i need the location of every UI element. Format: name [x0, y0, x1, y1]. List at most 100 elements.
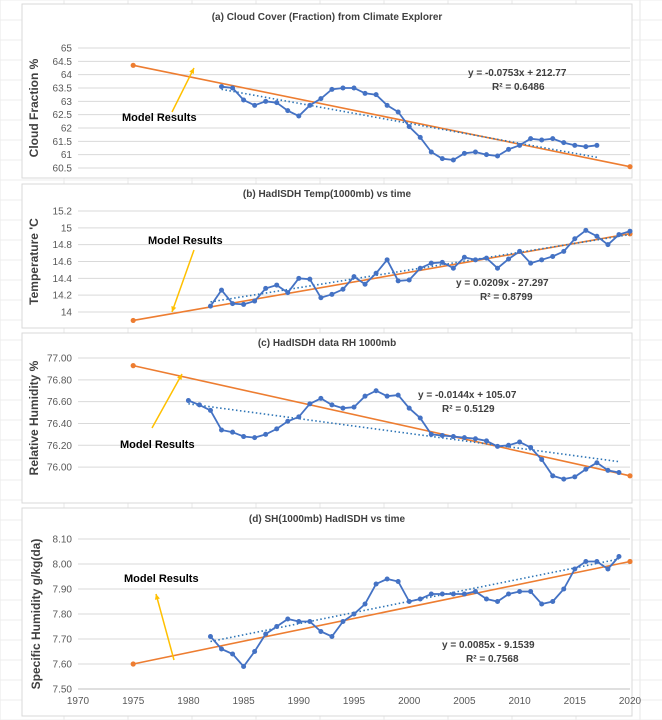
observed-point: [395, 579, 401, 584]
observed-point: [274, 624, 280, 629]
callout-arrow: [171, 249, 195, 313]
observed-point: [506, 256, 512, 262]
y-tick-label: 64: [61, 70, 73, 81]
observed-point: [506, 442, 512, 448]
observed-point: [616, 554, 622, 559]
model-results-label: Model Results: [148, 235, 223, 247]
observed-point: [483, 438, 489, 444]
y-tick-label: 62: [61, 124, 73, 135]
observed-point: [539, 257, 545, 263]
observed-point: [329, 291, 335, 297]
observed-point: [517, 142, 523, 148]
callout-arrowhead: [154, 594, 160, 600]
observed-point: [450, 591, 456, 597]
observed-point: [550, 253, 556, 259]
x-tick-label: 2020: [619, 696, 642, 707]
observed-point: [583, 144, 589, 150]
observed-point: [483, 255, 489, 261]
model-results-label: Model Results: [124, 573, 199, 585]
y-tick-label: 60.5: [53, 164, 73, 175]
observed-point: [373, 388, 379, 394]
model-line: [133, 364, 631, 477]
callout-arrowhead: [177, 374, 182, 380]
observed-point: [285, 418, 291, 424]
observed-point: [506, 146, 512, 152]
observed-point: [472, 149, 478, 155]
y-axis-label: Relative Humidity %: [27, 360, 41, 475]
observed-point: [517, 589, 523, 594]
model-point: [130, 661, 136, 667]
observed-point: [274, 282, 280, 288]
observed-point: [241, 434, 247, 440]
observed-point: [285, 108, 291, 114]
observed-point: [207, 634, 213, 639]
observed-point: [307, 401, 313, 407]
observed-point: [285, 290, 291, 296]
observed-point: [561, 476, 567, 482]
observed-point: [528, 136, 534, 142]
observed-point: [506, 591, 512, 597]
observed-point: [373, 92, 379, 98]
observed-point: [252, 649, 258, 654]
observed-point: [373, 581, 379, 587]
x-tick-label: 2015: [564, 696, 587, 707]
y-tick-label: 63.5: [53, 84, 73, 95]
observed-point: [517, 439, 523, 445]
observed-point: [461, 254, 467, 260]
observed-point: [583, 466, 589, 472]
observed-point: [351, 85, 357, 91]
observed-point: [417, 596, 423, 602]
y-tick-label: 14.4: [53, 274, 73, 285]
observed-point: [252, 435, 258, 441]
observed-point: [296, 414, 302, 420]
observed-point: [362, 281, 368, 287]
observed-point: [461, 150, 467, 156]
y-tick-label: 14.8: [53, 240, 73, 251]
observed-point: [340, 286, 346, 292]
model-line: [133, 560, 631, 665]
chart-title: (c) HadISDH data RH 1000mb: [258, 338, 396, 349]
observed-point: [461, 435, 467, 441]
observed-point: [318, 295, 324, 301]
observed-point: [627, 228, 633, 234]
observed-point: [196, 402, 202, 408]
observed-point: [439, 591, 445, 597]
observed-point: [185, 398, 191, 404]
observed-point: [428, 260, 434, 266]
observed-point: [495, 443, 501, 449]
observed-point: [572, 236, 578, 242]
observed-point: [495, 265, 501, 271]
y-tick-label: 15.2: [53, 207, 73, 218]
observed-point: [384, 102, 390, 108]
observed-point: [406, 405, 412, 411]
observed-point: [351, 274, 357, 280]
observed-point: [461, 591, 467, 597]
observed-point: [517, 248, 523, 254]
x-tick-label: 1975: [122, 696, 145, 707]
observed-point: [417, 265, 423, 271]
trend-equation: y = 0.0085x - 9.1539: [442, 640, 535, 651]
callout-arrowhead: [171, 306, 177, 312]
observed-point: [340, 619, 346, 624]
x-tick-label: 2005: [453, 696, 476, 707]
observed-point: [230, 429, 236, 435]
observed-point: [583, 559, 589, 564]
observed-point: [362, 90, 368, 96]
observed-point: [483, 596, 489, 602]
model-point: [130, 363, 136, 369]
observed-point: [406, 277, 412, 283]
y-tick-label: 7.70: [53, 635, 73, 646]
observed-point: [263, 98, 269, 104]
observed-point: [594, 559, 600, 564]
observed-point: [550, 473, 556, 479]
observed-point: [417, 134, 423, 140]
observed-point: [296, 113, 302, 119]
trend-r-squared: R² = 0.5129: [442, 404, 495, 415]
observed-point: [241, 664, 247, 669]
observed-point: [384, 576, 390, 582]
y-tick-label: 7.60: [53, 660, 73, 671]
observed-point: [550, 136, 556, 142]
observed-point: [528, 260, 534, 266]
observed-point: [296, 619, 302, 624]
observed-point: [252, 102, 258, 108]
